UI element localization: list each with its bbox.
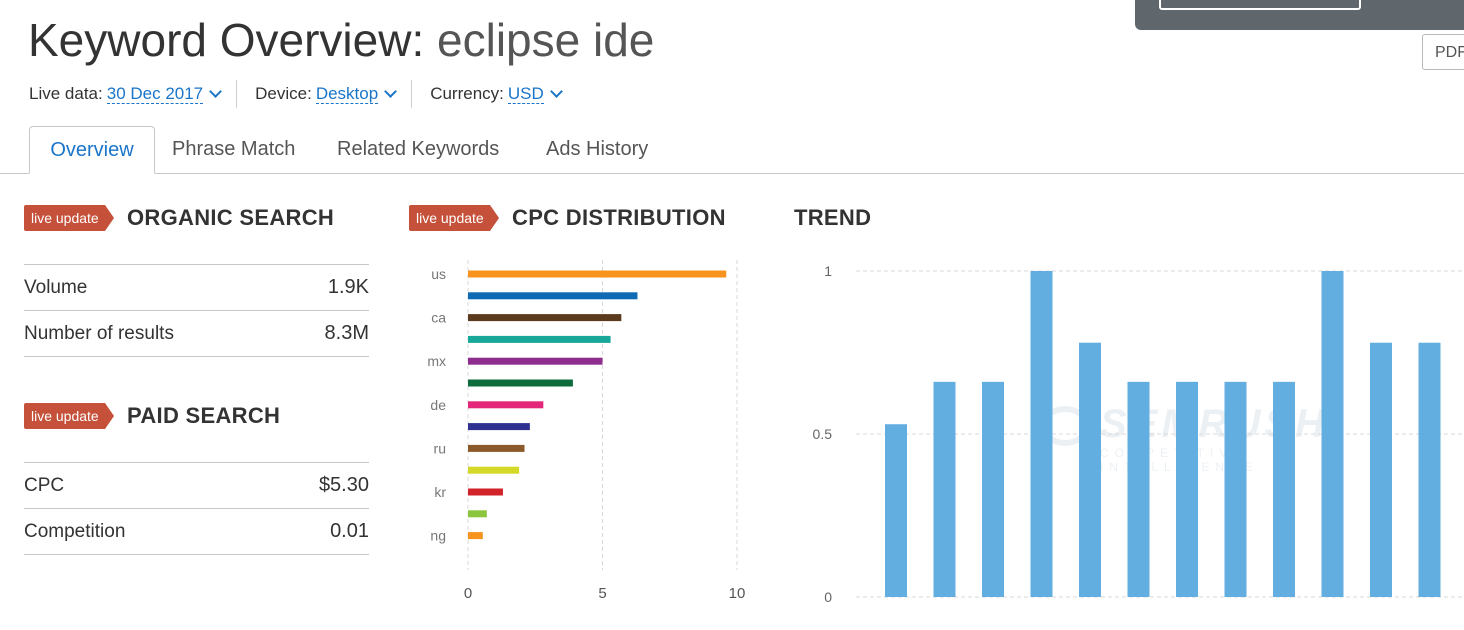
tab-ads-history[interactable]: Ads History — [546, 138, 649, 160]
cpc-bar — [468, 401, 544, 409]
chevron-down-icon[interactable] — [209, 85, 223, 98]
cpc-bar — [468, 379, 573, 387]
cpc-x-tick-label: 10 — [729, 585, 746, 602]
live-update-badge: live update — [24, 403, 114, 429]
cpc-x-tick-label: 0 — [464, 585, 472, 602]
metric-value: $5.30 — [318, 474, 369, 496]
cpc-category-label: ca — [431, 310, 446, 326]
live-update-badge: live update — [24, 205, 114, 231]
metric-row-results: Number of results 8.3M — [24, 310, 369, 357]
metric-label: Number of results — [24, 322, 174, 344]
cpc-bar — [468, 532, 483, 540]
cpc-bar — [468, 314, 622, 322]
metric-row-volume: Volume 1.9K — [24, 264, 369, 310]
filter-divider — [411, 80, 413, 108]
trend-bar — [982, 381, 1004, 597]
top-popover — [1135, 0, 1464, 30]
cpc-bar — [468, 423, 530, 431]
chevron-down-icon[interactable] — [384, 85, 398, 98]
paid-search-title: PAID SEARCH — [127, 403, 281, 428]
trend-bar — [1321, 271, 1344, 597]
paid-metrics-table: CPC $5.30 Competition 0.01 — [24, 462, 369, 555]
metric-label: Competition — [24, 520, 126, 542]
currency-filter[interactable]: Currency: USD — [430, 84, 567, 104]
metric-row-competition: Competition 0.01 — [24, 508, 369, 555]
cpc-category-label: de — [430, 397, 446, 413]
cpc-category-label: kr — [434, 484, 446, 500]
cpc-bar — [468, 444, 525, 452]
trend-y-tick-label: 0 — [824, 589, 832, 605]
popover-button[interactable] — [1159, 0, 1361, 10]
trend-y-tick-label: 0.5 — [813, 426, 833, 442]
organic-metrics-table: Volume 1.9K Number of results 8.3M — [24, 264, 369, 357]
live-update-badge: live update — [409, 205, 499, 231]
trend-bar — [1224, 381, 1247, 597]
trend-bar — [1176, 381, 1198, 597]
trend-bar — [1273, 381, 1295, 597]
metric-value: 0.01 — [330, 520, 369, 542]
currency-value[interactable]: USD — [507, 84, 544, 104]
title-keyword: eclipse ide — [437, 14, 655, 66]
cpc-category-label: ru — [434, 440, 446, 456]
cpc-category-label: us — [431, 266, 446, 282]
metric-label: Volume — [24, 276, 88, 298]
cpc-bar — [468, 270, 727, 278]
trend-bar — [1418, 342, 1441, 597]
chevron-down-icon[interactable] — [549, 85, 563, 98]
trend-chart: 00.51 — [813, 263, 1464, 605]
trend-title: TREND — [794, 205, 872, 230]
tab-phrase-match[interactable]: Phrase Match — [172, 138, 296, 160]
device-label: Device: — [255, 84, 312, 103]
cpc-x-tick-label: 5 — [598, 585, 606, 602]
cpc-distribution-chart: 0 5 10 us ca mx de ru kr ng — [427, 260, 746, 602]
cpc-bar — [468, 335, 611, 343]
cpc-bar — [468, 292, 638, 300]
trend-bar — [1030, 271, 1053, 597]
filter-bar: Live data: 30 Dec 2017 Device: Desktop C… — [29, 80, 567, 108]
organic-search-title: ORGANIC SEARCH — [127, 205, 335, 230]
live-data-filter[interactable]: Live data: 30 Dec 2017 — [29, 84, 226, 104]
page-title: Keyword Overview: eclipse ide — [28, 12, 654, 68]
trend-bar — [1127, 381, 1150, 597]
device-filter[interactable]: Device: Desktop — [255, 84, 401, 104]
cpc-bar — [468, 357, 603, 365]
trend-bar — [933, 381, 956, 597]
cpc-bar — [468, 510, 487, 518]
filter-divider — [236, 80, 238, 108]
currency-label: Currency: — [430, 84, 504, 103]
metric-label: CPC — [24, 474, 65, 496]
pdf-button[interactable]: PDF — [1422, 34, 1464, 70]
device-value[interactable]: Desktop — [315, 84, 379, 104]
trend-y-tick-label: 1 — [824, 263, 832, 279]
cpc-bar — [468, 488, 503, 496]
tab-related-keywords[interactable]: Related Keywords — [337, 138, 500, 160]
title-prefix: Keyword Overview: — [28, 14, 425, 66]
cpc-category-label: ng — [430, 528, 446, 544]
metric-value: 1.9K — [327, 276, 369, 298]
tab-overview[interactable]: Overview — [29, 126, 155, 174]
live-data-value[interactable]: 30 Dec 2017 — [106, 84, 204, 104]
metric-value: 8.3M — [324, 322, 369, 344]
tab-bar: Overview Phrase Match Related Keywords A… — [0, 126, 1464, 174]
trend-bar — [1370, 342, 1392, 597]
cpc-category-label: mx — [427, 353, 446, 369]
trend-bar — [885, 424, 907, 597]
live-data-label: Live data: — [29, 84, 103, 103]
cpc-bar — [468, 466, 520, 474]
cpc-distribution-title: CPC DISTRIBUTION — [512, 205, 726, 230]
trend-bar — [1079, 342, 1101, 597]
metric-row-cpc: CPC $5.30 — [24, 462, 369, 508]
